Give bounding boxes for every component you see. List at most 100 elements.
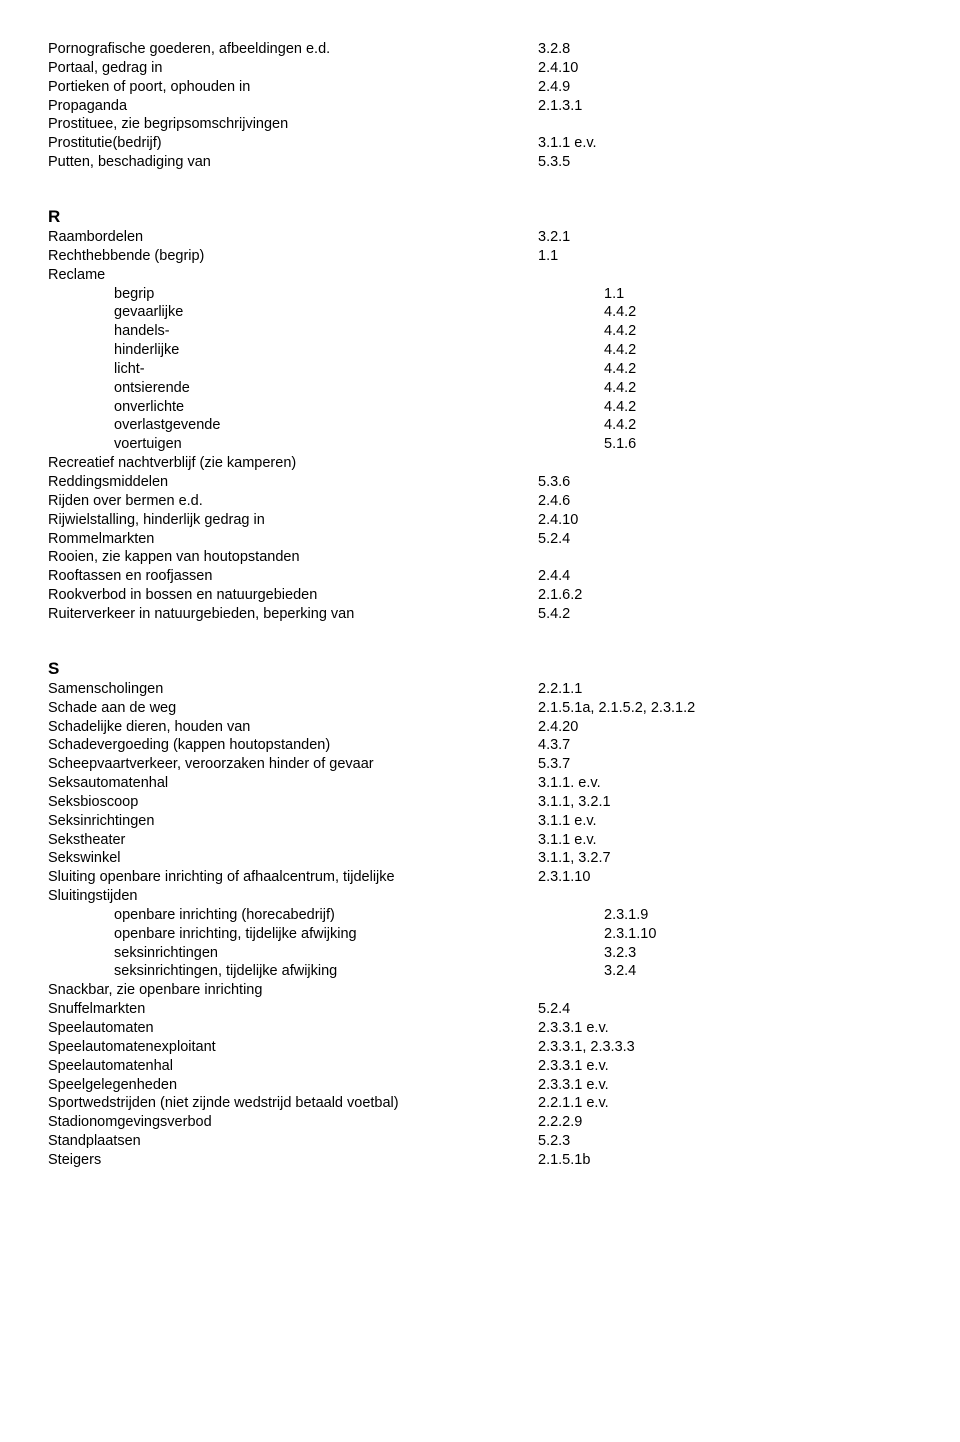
- index-value: 2.4.6: [538, 492, 570, 511]
- index-row: Speelgelegenheden2.3.3.1 e.v.: [48, 1076, 920, 1095]
- index-value: 3.1.1. e.v.: [538, 774, 601, 793]
- index-term: Ruiterverkeer in natuurgebieden, beperki…: [48, 605, 538, 624]
- index-row: Prostitutie(bedrijf)3.1.1 e.v.: [48, 134, 920, 153]
- index-term: Seksinrichtingen: [48, 812, 538, 831]
- index-row: begrip1.1: [48, 285, 920, 304]
- index-row: Rooien, zie kappen van houtopstanden: [48, 548, 920, 567]
- index-value: 3.2.3: [604, 944, 636, 963]
- index-term: Reclame: [48, 266, 538, 285]
- index-term: Seksautomatenhal: [48, 774, 538, 793]
- index-value: 2.3.3.1 e.v.: [538, 1076, 609, 1095]
- index-term: Speelautomaten: [48, 1019, 538, 1038]
- index-row: Samenscholingen2.2.1.1: [48, 680, 920, 699]
- index-term: Speelgelegenheden: [48, 1076, 538, 1095]
- index-value: 2.4.9: [538, 78, 570, 97]
- index-row: Schadevergoeding (kappen houtopstanden)4…: [48, 736, 920, 755]
- index-row: Steigers2.1.5.1b: [48, 1151, 920, 1170]
- index-term: Speelautomatenexploitant: [48, 1038, 538, 1057]
- index-term: Rookverbod in bossen en natuurgebieden: [48, 586, 538, 605]
- index-value: 2.4.10: [538, 59, 578, 78]
- index-row: Portaal, gedrag in2.4.10: [48, 59, 920, 78]
- index-row: Speelautomatenexploitant2.3.3.1, 2.3.3.3: [48, 1038, 920, 1057]
- index-row: voertuigen5.1.6: [48, 435, 920, 454]
- index-value: 2.2.2.9: [538, 1113, 582, 1132]
- index-term: Schade aan de weg: [48, 699, 538, 718]
- index-term: overlastgevende: [48, 416, 604, 435]
- index-term: Portaal, gedrag in: [48, 59, 538, 78]
- index-term: licht-: [48, 360, 604, 379]
- index-value: 4.4.2: [604, 303, 636, 322]
- index-term: Propaganda: [48, 97, 538, 116]
- index-term: hinderlijke: [48, 341, 604, 360]
- index-term: Reddingsmiddelen: [48, 473, 538, 492]
- index-value: 4.4.2: [604, 360, 636, 379]
- index-value: 4.3.7: [538, 736, 570, 755]
- index-value: 2.1.6.2: [538, 586, 582, 605]
- index-value: 4.4.2: [604, 398, 636, 417]
- index-term: Sekswinkel: [48, 849, 538, 868]
- index-row: ontsierende4.4.2: [48, 379, 920, 398]
- index-row: Seksbioscoop3.1.1, 3.2.1: [48, 793, 920, 812]
- index-row: licht-4.4.2: [48, 360, 920, 379]
- index-row: Rookverbod in bossen en natuurgebieden2.…: [48, 586, 920, 605]
- index-value: 1.1: [604, 285, 624, 304]
- index-term: Putten, beschadiging van: [48, 153, 538, 172]
- index-term: Rechthebbende (begrip): [48, 247, 538, 266]
- index-row: overlastgevende4.4.2: [48, 416, 920, 435]
- index-term: ontsierende: [48, 379, 604, 398]
- index-value: 2.3.3.1 e.v.: [538, 1019, 609, 1038]
- index-term: Standplaatsen: [48, 1132, 538, 1151]
- index-term: Rommelmarkten: [48, 530, 538, 549]
- index-value: 2.4.10: [538, 511, 578, 530]
- index-row: Sluitingstijden: [48, 887, 920, 906]
- index-row: seksinrichtingen, tijdelijke afwijking3.…: [48, 962, 920, 981]
- index-row: Raambordelen3.2.1: [48, 228, 920, 247]
- index-row: hinderlijke4.4.2: [48, 341, 920, 360]
- index-term: Recreatief nachtverblijf (zie kamperen): [48, 454, 538, 473]
- index-row: Rijden over bermen e.d.2.4.6: [48, 492, 920, 511]
- index-term: Portieken of poort, ophouden in: [48, 78, 538, 97]
- index-term: Sluiting openbare inrichting of afhaalce…: [48, 868, 538, 887]
- index-row: onverlichte4.4.2: [48, 398, 920, 417]
- index-term: Sekstheater: [48, 831, 538, 850]
- index-value: 2.3.1.9: [604, 906, 648, 925]
- index-term: Scheepvaartverkeer, veroorzaken hinder o…: [48, 755, 538, 774]
- index-row: Pornografische goederen, afbeeldingen e.…: [48, 40, 920, 59]
- index-row: Rommelmarkten5.2.4: [48, 530, 920, 549]
- index-value: 5.3.6: [538, 473, 570, 492]
- index-row: Sekswinkel3.1.1, 3.2.7: [48, 849, 920, 868]
- index-row: Stadionomgevingsverbod2.2.2.9: [48, 1113, 920, 1132]
- index-term: openbare inrichting (horecabedrijf): [48, 906, 604, 925]
- document-index: Pornografische goederen, afbeeldingen e.…: [48, 40, 920, 1170]
- index-row: openbare inrichting, tijdelijke afwijkin…: [48, 925, 920, 944]
- index-row: Recreatief nachtverblijf (zie kamperen): [48, 454, 920, 473]
- index-term: openbare inrichting, tijdelijke afwijkin…: [48, 925, 604, 944]
- index-row: Sportwedstrijden (niet zijnde wedstrijd …: [48, 1094, 920, 1113]
- index-row: Seksautomatenhal3.1.1. e.v.: [48, 774, 920, 793]
- index-value: 5.2.4: [538, 1000, 570, 1019]
- section-heading-r: R: [48, 206, 920, 228]
- index-value: 5.1.6: [604, 435, 636, 454]
- index-value: 3.1.1 e.v.: [538, 134, 597, 153]
- index-row: gevaarlijke4.4.2: [48, 303, 920, 322]
- index-value: 2.2.1.1: [538, 680, 582, 699]
- index-row: Reclame: [48, 266, 920, 285]
- index-term: gevaarlijke: [48, 303, 604, 322]
- index-value: 5.4.2: [538, 605, 570, 624]
- index-value: 3.1.1 e.v.: [538, 812, 597, 831]
- index-row: openbare inrichting (horecabedrijf)2.3.1…: [48, 906, 920, 925]
- index-value: 2.3.1.10: [604, 925, 656, 944]
- index-value: 2.3.1.10: [538, 868, 590, 887]
- index-value: 2.1.5.1b: [538, 1151, 590, 1170]
- index-term: voertuigen: [48, 435, 604, 454]
- index-value: 3.1.1, 3.2.7: [538, 849, 611, 868]
- index-row: Putten, beschadiging van5.3.5: [48, 153, 920, 172]
- index-term: Snuffelmarkten: [48, 1000, 538, 1019]
- index-term: begrip: [48, 285, 604, 304]
- index-row: Rechthebbende (begrip)1.1: [48, 247, 920, 266]
- index-term: Rooftassen en roofjassen: [48, 567, 538, 586]
- index-term: onverlichte: [48, 398, 604, 417]
- index-term: Sportwedstrijden (niet zijnde wedstrijd …: [48, 1094, 538, 1113]
- index-row: Seksinrichtingen3.1.1 e.v.: [48, 812, 920, 831]
- index-term: seksinrichtingen, tijdelijke afwijking: [48, 962, 604, 981]
